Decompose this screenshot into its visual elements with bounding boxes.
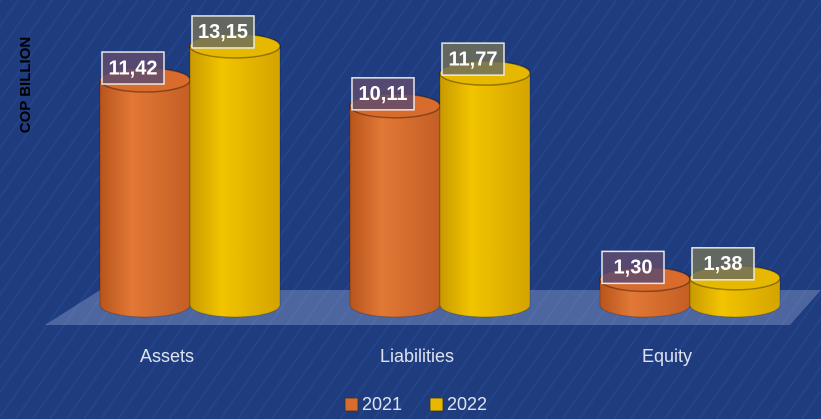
x-tick-label: Liabilities	[380, 346, 454, 366]
x-tick-label: Assets	[140, 346, 194, 366]
cylinder-body	[189, 45, 281, 318]
y-axis-label: COP BILLION	[17, 37, 34, 133]
value-label-box	[191, 15, 255, 49]
value-label: 1,30	[614, 257, 653, 279]
value-label: 1,38	[704, 253, 743, 275]
value-label-box	[441, 42, 505, 76]
value-label-box	[101, 51, 165, 85]
legend-label: 2021	[362, 394, 402, 414]
cylinder-bar	[439, 60, 531, 318]
legend-swatch	[344, 397, 359, 412]
value-label-box	[351, 77, 415, 111]
cylinder-bar	[349, 93, 441, 318]
value-label-box	[691, 247, 755, 281]
cylinder-body	[439, 72, 531, 318]
cylinder-bar	[189, 33, 281, 318]
cylinder-bar	[99, 67, 191, 318]
value-label: 11,77	[449, 48, 498, 70]
value-label: 13,15	[198, 21, 248, 43]
x-tick-label: Equity	[642, 346, 692, 366]
value-label-box	[601, 250, 665, 285]
value-label: 11,42	[109, 57, 158, 79]
legend-label: 2022	[447, 394, 487, 414]
cylinder-body	[349, 105, 441, 318]
cylinder-body	[99, 79, 191, 318]
legend-swatch	[429, 397, 444, 412]
value-label: 10,11	[359, 83, 408, 105]
